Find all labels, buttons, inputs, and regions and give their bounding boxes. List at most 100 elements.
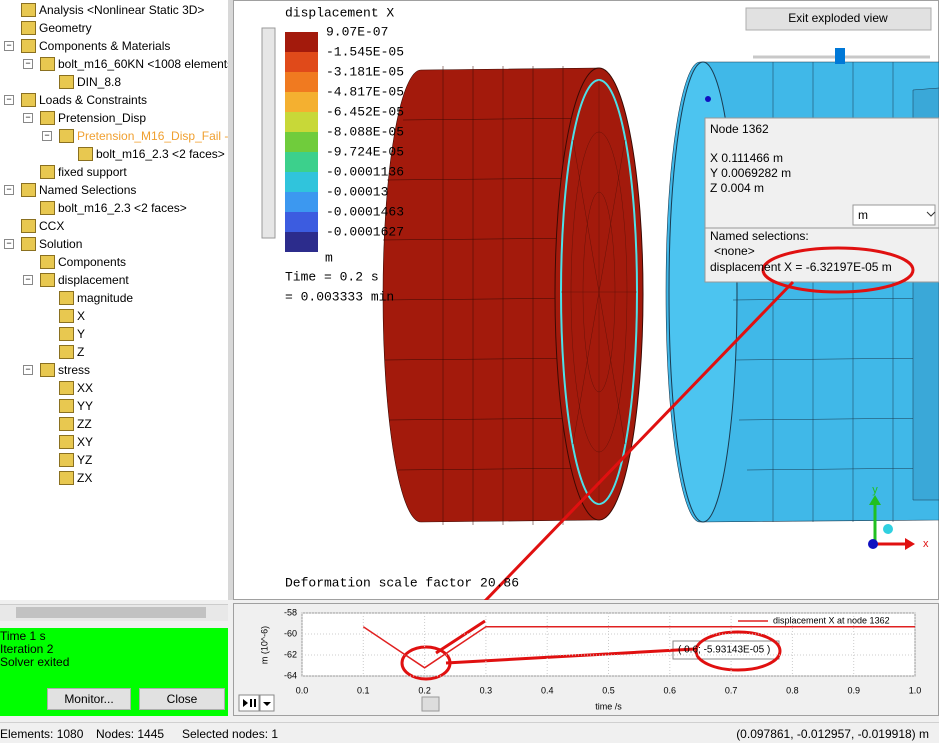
tree-item[interactable]: XY [77, 435, 94, 449]
monitor-button[interactable]: Monitor... [47, 688, 131, 710]
color-band [285, 112, 318, 132]
node-info-box [704, 117, 939, 283]
x-tick-label: 1.0 [909, 685, 922, 695]
tree-icon [21, 21, 36, 35]
explode-slider-thumb[interactable] [835, 48, 845, 64]
time-label: Time = 0.2 s [285, 269, 379, 284]
expander[interactable]: − [4, 95, 14, 105]
tooltip-text: ( 0.6; -5.93143E-05 ) [678, 645, 770, 656]
plot-area [301, 612, 916, 677]
scroll-thumb[interactable] [16, 607, 206, 618]
expander[interactable]: − [42, 131, 52, 141]
tree-item[interactable]: Pretension_Disp [58, 111, 147, 125]
color-band [285, 132, 318, 152]
splitter[interactable] [228, 0, 233, 600]
cursor-coords: (0.097861, -0.012957, -0.019918) m [736, 727, 929, 741]
tree-item[interactable]: ZZ [77, 417, 92, 431]
named-selections-value: <none> [714, 244, 755, 258]
color-band [285, 172, 318, 192]
legend-label: -9.724E-05 [326, 144, 404, 159]
tree-item[interactable]: X [77, 309, 86, 323]
tree-item[interactable]: displacement [58, 273, 129, 287]
expander[interactable]: − [4, 41, 14, 51]
tree-icon [59, 417, 74, 431]
tree-item[interactable]: Components & Materials [39, 39, 171, 53]
tree-item[interactable]: bolt_m16_2.3 <2 faces> [58, 201, 187, 215]
tree-item[interactable]: fixed support [58, 165, 127, 179]
legend-label: -0.0001627 [326, 224, 404, 239]
legend-label: displacement X at node 1362 [773, 615, 890, 625]
tree-icon [21, 219, 36, 233]
time-label: = 0.003333 min [285, 289, 394, 304]
tree-item[interactable]: Z [77, 345, 85, 359]
tree-icon [40, 255, 55, 269]
tree-item[interactable]: XX [77, 381, 94, 395]
tree-item[interactable]: Analysis <Nonlinear Static 3D> [39, 3, 205, 17]
node-coord: X 0.111466 m [710, 151, 783, 165]
expander[interactable]: − [23, 59, 33, 69]
tree-item[interactable]: stress [58, 363, 91, 377]
tree-item[interactable]: CCX [39, 219, 65, 233]
named-selections-label: Named selections: [710, 229, 809, 243]
tree-icon [59, 291, 74, 305]
red-part [382, 66, 644, 525]
element-count: Elements: 1080 [0, 727, 84, 741]
node-count: Nodes: 1445 [96, 727, 165, 741]
status-line: Time 1 s [0, 629, 46, 643]
tree-icon [59, 309, 74, 323]
tree-icon [59, 75, 74, 89]
x-tick-label: 0.2 [418, 685, 431, 695]
play-icon [243, 699, 256, 707]
tree-icon [21, 183, 36, 197]
color-band [285, 232, 318, 252]
history-plot[interactable]: 0.0 0.1 0.2 0.3 0.4 0.5 0.6 0.7 0.8 0.9 1.0 -58 -60 -… [233, 603, 939, 716]
expander[interactable]: − [4, 185, 14, 195]
tree-item[interactable]: Loads & Constraints [39, 93, 148, 107]
tree-item[interactable]: ZX [77, 471, 93, 485]
tree-item[interactable]: bolt_m16_2.3 <2 faces> [96, 147, 225, 161]
legend-label: -1.545E-05 [326, 44, 404, 59]
tree-item[interactable]: DIN_8.8 [77, 75, 122, 89]
tree-icon [21, 39, 36, 53]
tree-item[interactable]: Solution [39, 237, 83, 251]
close-button[interactable]: Close [139, 688, 225, 710]
x-tick-label: 0.8 [786, 685, 799, 695]
exit-exploded-button[interactable] [745, 7, 932, 31]
status-line: Solver exited [0, 655, 70, 669]
unit-value: m [858, 208, 868, 222]
tree-icon [59, 129, 74, 143]
legend-label: -4.817E-05 [326, 84, 404, 99]
legend-label: -8.088E-05 [326, 124, 404, 139]
viewport-3d[interactable]: Exit exploded view x y displacement X 9.0… [233, 0, 939, 600]
tree-icon [40, 201, 55, 215]
dropdown-arrow [926, 211, 936, 217]
tree-item[interactable]: YZ [77, 453, 93, 467]
axis-triad: x y [868, 484, 929, 550]
y-tick-label: -62 [284, 649, 297, 659]
expander[interactable]: − [4, 239, 14, 249]
y-tick-label: -58 [284, 607, 297, 617]
tree-item[interactable]: Named Selections [39, 183, 137, 197]
status-bar: Elements: 1080 Nodes: 1445 Selected node… [0, 722, 939, 743]
tree-scrollbar[interactable] [0, 604, 228, 621]
tree-item[interactable]: Pretension_M16_Disp_Fail - p [77, 129, 228, 143]
tree-icon [40, 363, 55, 377]
tree-item[interactable]: Components [58, 255, 127, 269]
tree-item[interactable]: Y [77, 327, 86, 341]
expander[interactable]: − [23, 365, 33, 375]
tree-item[interactable]: magnitude [77, 291, 134, 305]
expander[interactable]: − [23, 275, 33, 285]
unit-select[interactable] [852, 204, 936, 226]
legend-slider[interactable] [261, 27, 276, 239]
legend-label: -6.452E-05 [326, 104, 404, 119]
scale-factor: Deformation scale factor 20.86 [285, 575, 519, 590]
tree-icon [21, 3, 36, 17]
color-band [285, 192, 318, 212]
tree-item[interactable]: Geometry [39, 21, 92, 35]
time-slider-thumb[interactable] [421, 696, 440, 712]
expander[interactable]: − [23, 113, 33, 123]
tree-item[interactable]: bolt_m16_60KN <1008 elements [58, 57, 228, 71]
tree-item[interactable]: YY [77, 399, 94, 413]
color-band [285, 152, 318, 172]
